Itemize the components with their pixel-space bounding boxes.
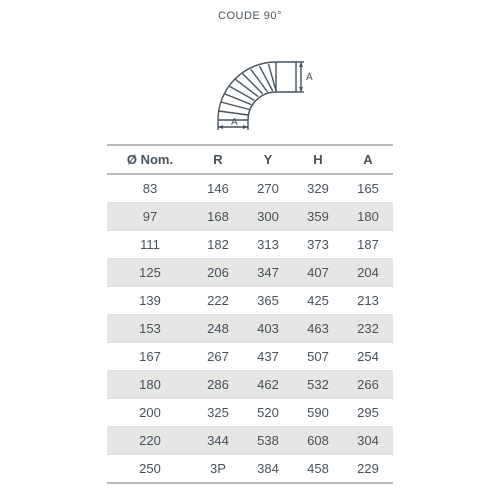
table-cell: 286 xyxy=(193,371,243,399)
table-cell: 222 xyxy=(193,287,243,315)
col-header-y: Y xyxy=(243,145,293,174)
table-row: 139222365425213 xyxy=(107,287,393,315)
table-cell: 365 xyxy=(243,287,293,315)
table-row: 97168300359180 xyxy=(107,203,393,231)
table-cell: 384 xyxy=(243,455,293,484)
table-cell: 204 xyxy=(343,259,393,287)
table-cell: 403 xyxy=(243,315,293,343)
table-cell: 229 xyxy=(343,455,393,484)
table-cell: 458 xyxy=(293,455,343,484)
table-cell: 213 xyxy=(343,287,393,315)
table-cell: 167 xyxy=(107,343,193,371)
table-cell: 407 xyxy=(293,259,343,287)
table-row: 125206347407204 xyxy=(107,259,393,287)
table-cell: 507 xyxy=(293,343,343,371)
table-cell: 182 xyxy=(193,231,243,259)
table-cell: 538 xyxy=(243,427,293,455)
table-cell: 266 xyxy=(343,371,393,399)
table-cell: 220 xyxy=(107,427,193,455)
table-cell: 187 xyxy=(343,231,393,259)
table-cell: 206 xyxy=(193,259,243,287)
table-cell: 232 xyxy=(343,315,393,343)
dimension-table: Ø Nom. R Y H A 8314627032916597168300359… xyxy=(107,144,393,484)
table-cell: 139 xyxy=(107,287,193,315)
table-cell: 300 xyxy=(243,203,293,231)
table-cell: 168 xyxy=(193,203,243,231)
table-row: 167267437507254 xyxy=(107,343,393,371)
table-cell: 313 xyxy=(243,231,293,259)
table-cell: 532 xyxy=(293,371,343,399)
table-cell: 165 xyxy=(343,174,393,203)
table-cell: 267 xyxy=(193,343,243,371)
table-cell: 254 xyxy=(343,343,393,371)
table-cell: 200 xyxy=(107,399,193,427)
table-cell: 250 xyxy=(107,455,193,484)
table-cell: 180 xyxy=(107,371,193,399)
table-cell: 463 xyxy=(293,315,343,343)
table-cell: 462 xyxy=(243,371,293,399)
table-cell: 344 xyxy=(193,427,243,455)
table-cell: 153 xyxy=(107,315,193,343)
table-cell: 146 xyxy=(193,174,243,203)
table-row: 220344538608304 xyxy=(107,427,393,455)
dim-label-right: A xyxy=(306,72,313,83)
table-cell: 270 xyxy=(243,174,293,203)
table-header-row: Ø Nom. R Y H A xyxy=(107,145,393,174)
table-cell: 520 xyxy=(243,399,293,427)
table-cell: 97 xyxy=(107,203,193,231)
table-cell: 347 xyxy=(243,259,293,287)
table-cell: 125 xyxy=(107,259,193,287)
table-cell: 359 xyxy=(293,203,343,231)
col-header-r: R xyxy=(193,145,243,174)
table-cell: 608 xyxy=(293,427,343,455)
table-cell: 180 xyxy=(343,203,393,231)
page: COUDE 90° xyxy=(0,0,500,500)
col-header-nom: Ø Nom. xyxy=(107,145,193,174)
table-cell: 111 xyxy=(107,231,193,259)
table-row: 83146270329165 xyxy=(107,174,393,203)
table-cell: 329 xyxy=(293,174,343,203)
col-header-a: A xyxy=(343,145,393,174)
elbow-diagram: A A xyxy=(180,26,320,136)
table-row: 2503P384458229 xyxy=(107,455,393,484)
table-cell: 325 xyxy=(193,399,243,427)
table-cell: 83 xyxy=(107,174,193,203)
table-cell: 295 xyxy=(343,399,393,427)
table-row: 200325520590295 xyxy=(107,399,393,427)
table-cell: 437 xyxy=(243,343,293,371)
table-cell: 373 xyxy=(293,231,343,259)
table-cell: 590 xyxy=(293,399,343,427)
table-cell: 425 xyxy=(293,287,343,315)
table-cell: 304 xyxy=(343,427,393,455)
table-row: 180286462532266 xyxy=(107,371,393,399)
table-cell: 3P xyxy=(193,455,243,484)
col-header-h: H xyxy=(293,145,343,174)
table-row: 153248403463232 xyxy=(107,315,393,343)
diagram-title: COUDE 90° xyxy=(0,0,500,22)
table-cell: 248 xyxy=(193,315,243,343)
table-row: 111182313373187 xyxy=(107,231,393,259)
dim-label-bottom: A xyxy=(231,117,238,128)
